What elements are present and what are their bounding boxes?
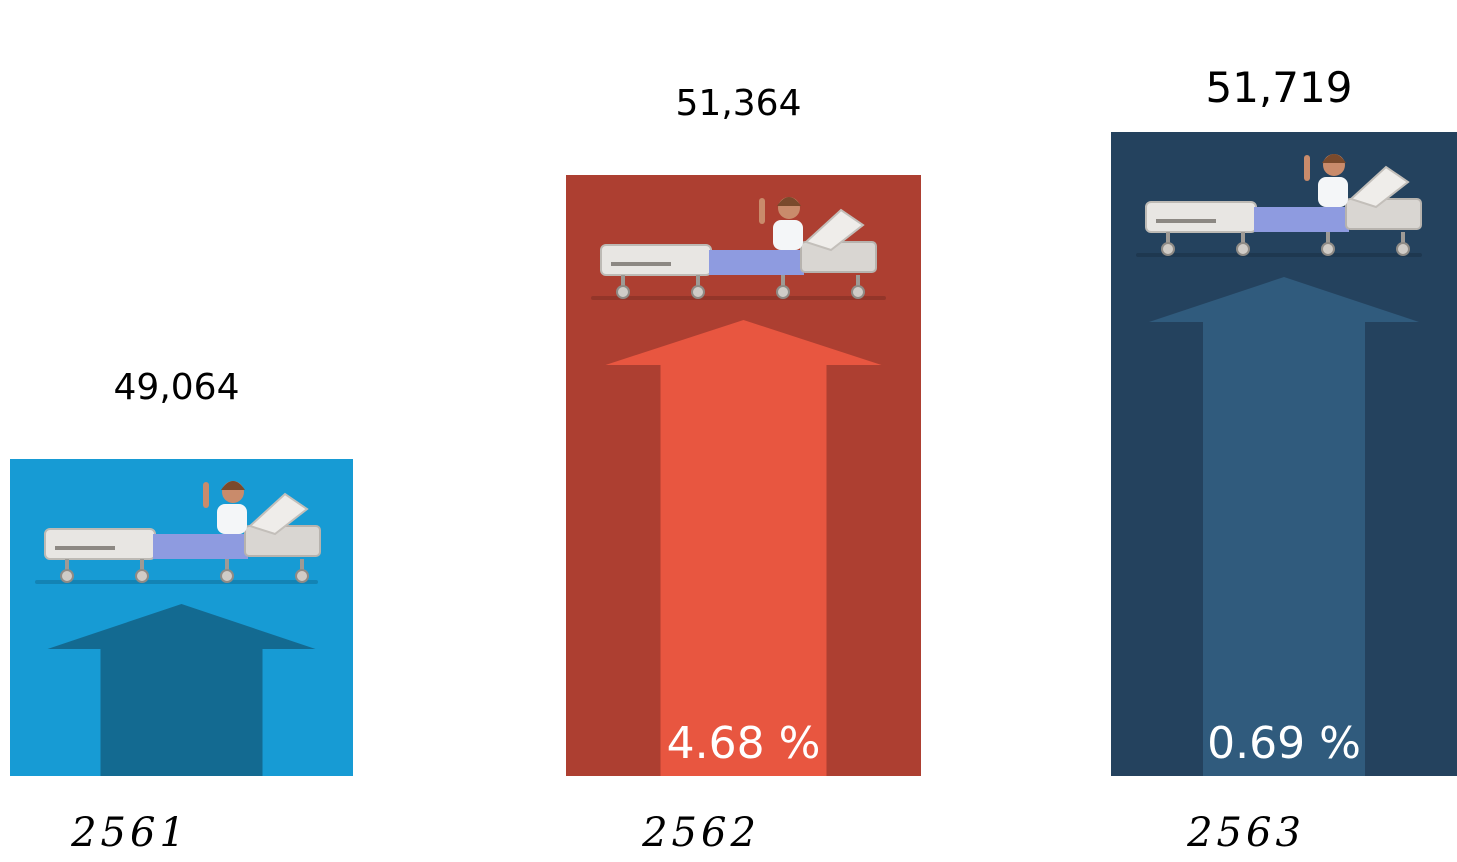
year-label: 2562 — [641, 810, 760, 856]
up-arrow-icon — [605, 320, 882, 776]
value-label: 51,719 — [1206, 63, 1353, 112]
bar-group-2563: 0.69 % 51,719 2563 — [1111, 63, 1457, 856]
value-label: 51,364 — [676, 83, 802, 124]
hospital-bed-patient-icon — [35, 481, 321, 584]
up-arrow-icon — [47, 604, 316, 776]
up-arrow-icon — [1149, 277, 1419, 776]
value-label: 49,064 — [114, 367, 240, 408]
change-label: 4.68 % — [667, 718, 821, 769]
year-label: 2561 — [70, 810, 189, 856]
year-label: 2563 — [1186, 810, 1305, 856]
hospital-bed-patient-icon — [591, 197, 886, 300]
hospital-bed-patient-icon — [1136, 154, 1422, 257]
change-label: 0.69 % — [1207, 718, 1361, 769]
bar-group-2562: 4.68 % 51,364 2562 — [566, 83, 921, 856]
bar-group-2561: 49,064 2561 — [10, 367, 353, 856]
